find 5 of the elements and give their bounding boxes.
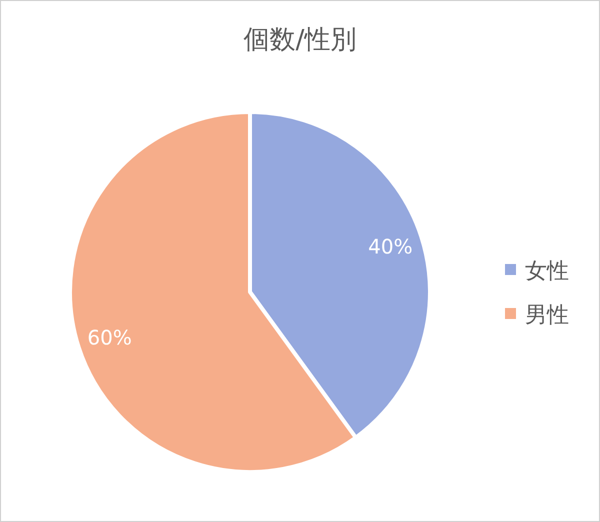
chart-title: 個数/性別 bbox=[244, 25, 356, 55]
legend-label: 女性 bbox=[525, 259, 569, 284]
data-label: 40% bbox=[368, 234, 413, 258]
data-label: 60% bbox=[87, 326, 132, 350]
legend-label: 男性 bbox=[525, 303, 569, 328]
